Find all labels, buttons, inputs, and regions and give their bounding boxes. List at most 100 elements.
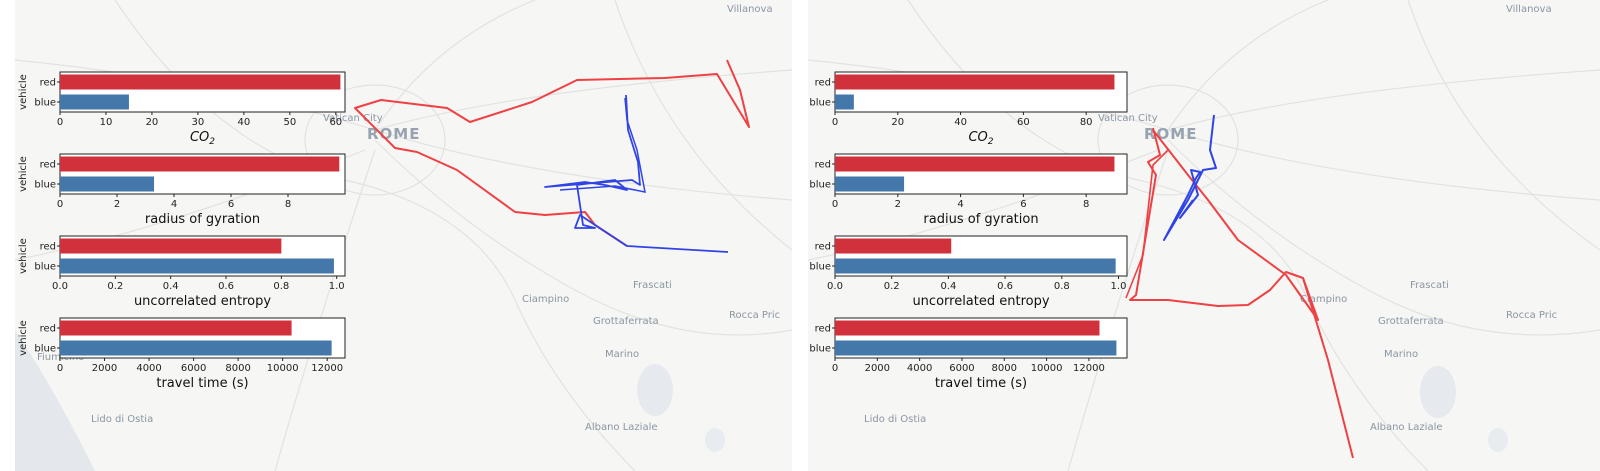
map-panel-right: Villanova Vatican City ROME Ciampino Fra… [808,0,1600,471]
sea-area [15,330,95,471]
red-vehicle-trajectory [1302,277,1354,459]
bar-blue [835,258,1116,274]
blue-vehicle-trajectory [559,97,646,193]
x-axis-label: radius of gyration [145,212,260,227]
red-vehicle-trajectory [1125,149,1169,299]
x-axis-label: uncorrelated entropy [134,294,271,309]
lake [1420,366,1456,418]
x-tick-label: 60 [329,117,342,128]
place-label: Rocca Pric [729,310,780,321]
x-tick-label: 10000 [1031,363,1063,374]
bar-red [60,320,292,336]
x-tick-label: 30 [192,117,205,128]
bar-red [835,320,1100,336]
x-tick-label: 10 [100,117,113,128]
x-tick-label: 8 [285,199,291,210]
place-label: Marino [1384,349,1418,360]
blue-vehicle-trajectory [544,94,729,253]
y-tick-label: red [40,324,56,335]
place-label: Villanova [1506,4,1552,15]
x-tick-label: 0.4 [163,281,179,292]
x-axis-label-text: CO [190,130,209,145]
red-vehicle-trajectory [354,59,750,247]
x-tick-label: 0.6 [218,281,234,292]
place-label: Albano Laziale [1370,422,1443,433]
lake [637,364,673,416]
x-tick-label: 0 [57,199,63,210]
bar-blue [60,340,332,356]
y-tick-label: blue [809,180,831,191]
y-axis-label: vehicle [18,320,29,356]
red-vehicle-trajectory [1129,127,1319,321]
x-axis-label: radius of gyration [923,212,1038,227]
x-tick-label: 6000 [181,363,206,374]
x-tick-label: 6 [228,199,234,210]
x-tick-label: 20 [891,117,904,128]
x-tick-label: 0.0 [52,281,68,292]
x-tick-label: 0.0 [827,281,843,292]
bar-charts-group: redblue020406080vehicleCO2redblue02468ve… [809,71,1128,391]
lake-small [1488,428,1508,452]
x-tick-label: 4000 [907,363,932,374]
y-tick-label: blue [34,180,56,191]
place-label: Grottaferrata [1378,316,1444,327]
bar-chart: redblue0.00.20.40.60.81.0vehicleuncorrel… [809,235,1128,309]
x-tick-label: 0.4 [940,281,956,292]
y-tick-label: red [815,78,831,89]
x-tick-label: 4 [957,199,963,210]
y-tick-label: red [815,242,831,253]
x-axis-label-subscript: 2 [988,137,994,147]
place-label: Villanova [727,4,773,15]
x-tick-label: 12000 [311,363,343,374]
bar-red [60,156,340,172]
map-panel-left: Villanova Vatican City ROME Ciampino Fra… [15,0,792,471]
bar-blue [835,176,905,192]
bar-chart: redblue020004000600080001000012000vehicl… [809,317,1128,391]
x-tick-label: 2 [114,199,120,210]
y-tick-label: blue [34,262,56,273]
place-label: Marino [605,349,639,360]
x-tick-label: 50 [283,117,296,128]
y-tick-label: red [40,242,56,253]
place-label: Vatican City [323,113,383,124]
x-tick-label: 4000 [136,363,161,374]
x-tick-label: 0.2 [884,281,900,292]
x-tick-label: 2000 [865,363,890,374]
x-tick-label: 0 [57,363,63,374]
x-tick-label: 12000 [1073,363,1105,374]
y-tick-label: red [40,78,56,89]
x-tick-label: 1.0 [1111,281,1127,292]
bar-red [60,238,282,254]
x-tick-label: 8000 [225,363,250,374]
x-tick-label: 4 [171,199,177,210]
x-tick-label: 2000 [92,363,117,374]
place-label: Lido di Ostia [91,414,153,425]
x-tick-label: 2 [895,199,901,210]
x-tick-label: 0 [832,117,838,128]
x-tick-label: 20 [146,117,159,128]
bar-red [835,156,1115,172]
place-label: Grottaferrata [593,316,659,327]
x-tick-label: 1.0 [329,281,345,292]
place-label: ROME [367,125,420,143]
place-label: Frascati [1410,280,1449,291]
bar-chart: redblue020406080vehicleCO2 [809,71,1128,147]
place-labels: Villanova Vatican City ROME Ciampino Fra… [37,4,780,433]
y-tick-label: red [40,160,56,171]
y-tick-label: red [815,160,831,171]
blue-vehicle-trajectory [1163,114,1217,241]
place-labels: Villanova Vatican City ROME Ciampino Fra… [864,4,1557,433]
x-axis-label: uncorrelated entropy [912,294,1049,309]
y-axis-label: vehicle [18,74,29,110]
x-tick-label: 0.6 [997,281,1013,292]
y-tick-label: blue [34,344,56,355]
x-axis-label: travel time (s) [156,376,248,391]
x-tick-label: 0 [832,363,838,374]
x-tick-label: 40 [954,117,967,128]
x-tick-label: 0 [832,199,838,210]
x-tick-label: 0.2 [107,281,123,292]
bar-red [835,74,1115,90]
bar-blue [835,340,1117,356]
